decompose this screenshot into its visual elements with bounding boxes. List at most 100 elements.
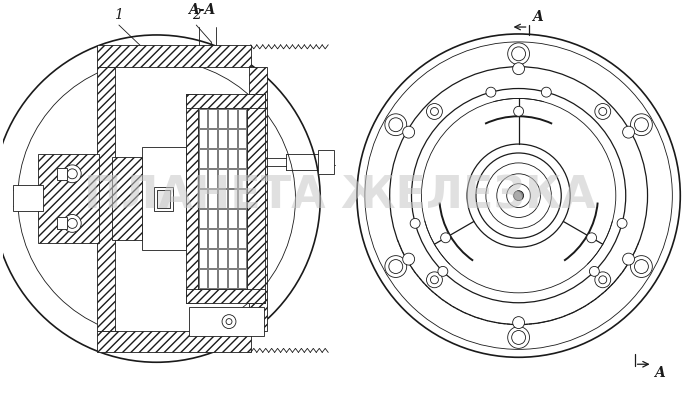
Circle shape <box>402 126 414 138</box>
Circle shape <box>634 260 648 273</box>
Bar <box>199 149 207 168</box>
Circle shape <box>514 191 524 201</box>
Circle shape <box>389 260 402 273</box>
Circle shape <box>389 118 402 132</box>
Circle shape <box>587 233 596 243</box>
Bar <box>209 269 217 288</box>
Bar <box>209 129 217 148</box>
Bar <box>237 149 246 168</box>
Bar <box>186 289 265 303</box>
Bar <box>157 190 171 208</box>
Bar <box>199 109 207 128</box>
Bar <box>248 67 267 331</box>
Circle shape <box>385 256 407 277</box>
Circle shape <box>512 317 524 329</box>
Bar <box>228 189 237 208</box>
Bar <box>237 209 246 228</box>
Bar <box>57 217 67 229</box>
Bar <box>199 209 207 228</box>
Bar <box>112 157 141 240</box>
Text: 1: 1 <box>115 8 123 22</box>
Circle shape <box>67 218 77 229</box>
Circle shape <box>67 169 77 179</box>
Bar <box>209 249 217 268</box>
Text: A-A: A-A <box>188 3 215 17</box>
Bar <box>209 209 217 228</box>
Bar <box>97 67 115 331</box>
Bar <box>218 249 227 268</box>
Bar <box>209 109 217 128</box>
Bar <box>97 331 251 352</box>
Bar <box>97 45 251 67</box>
Circle shape <box>631 256 652 277</box>
Circle shape <box>410 218 420 228</box>
Circle shape <box>426 272 442 288</box>
Bar <box>228 149 237 168</box>
Bar <box>186 95 198 303</box>
Bar <box>318 150 334 174</box>
Bar <box>141 147 186 250</box>
Circle shape <box>512 331 526 344</box>
Circle shape <box>222 315 236 329</box>
Bar <box>218 169 227 188</box>
Circle shape <box>357 34 680 357</box>
Circle shape <box>541 87 552 97</box>
Bar <box>237 189 246 208</box>
Circle shape <box>622 126 634 138</box>
Bar <box>198 108 247 289</box>
Bar <box>209 149 217 168</box>
Circle shape <box>486 87 496 97</box>
Bar <box>218 189 227 208</box>
Bar <box>199 129 207 148</box>
Circle shape <box>64 214 81 232</box>
Bar <box>153 187 174 210</box>
Circle shape <box>514 106 524 116</box>
Circle shape <box>438 266 448 276</box>
Bar <box>199 229 207 248</box>
Circle shape <box>64 165 81 183</box>
Text: ПЛАНЕТА ЖЕЛЕЗКА: ПЛАНЕТА ЖЕЛЕЗКА <box>84 174 596 217</box>
Bar <box>218 149 227 168</box>
Circle shape <box>512 63 524 74</box>
Circle shape <box>631 114 652 136</box>
Bar <box>209 229 217 248</box>
Bar <box>218 129 227 148</box>
Bar <box>209 169 217 188</box>
Bar <box>237 229 246 248</box>
Bar <box>228 169 237 188</box>
Text: A: A <box>654 366 665 380</box>
Circle shape <box>598 108 607 115</box>
Bar <box>228 269 237 288</box>
Circle shape <box>226 319 232 325</box>
Bar <box>57 168 67 180</box>
Circle shape <box>589 266 599 276</box>
Circle shape <box>385 114 407 136</box>
Circle shape <box>512 47 526 61</box>
Bar <box>228 129 237 148</box>
Circle shape <box>430 108 438 115</box>
Circle shape <box>426 104 442 119</box>
Circle shape <box>622 253 634 265</box>
Bar <box>237 269 246 288</box>
Text: 2: 2 <box>192 8 201 22</box>
Circle shape <box>634 118 648 132</box>
Bar <box>228 109 237 128</box>
Bar <box>186 95 265 108</box>
Circle shape <box>508 43 529 65</box>
Bar <box>218 209 227 228</box>
Bar <box>228 249 237 268</box>
Circle shape <box>440 233 451 243</box>
Circle shape <box>595 272 610 288</box>
Bar <box>199 169 207 188</box>
Bar <box>199 249 207 268</box>
Bar <box>228 229 237 248</box>
Circle shape <box>508 327 529 348</box>
Bar <box>237 249 246 268</box>
Bar <box>218 229 227 248</box>
Circle shape <box>617 218 627 228</box>
Bar <box>228 209 237 228</box>
Bar <box>38 154 99 243</box>
Bar <box>199 269 207 288</box>
Bar <box>218 269 227 288</box>
Bar <box>13 185 43 210</box>
